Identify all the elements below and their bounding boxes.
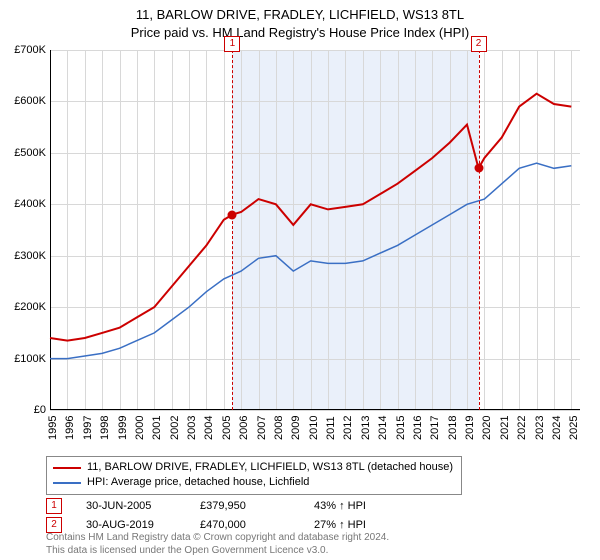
title-line-2: Price paid vs. HM Land Registry's House …	[0, 24, 600, 42]
legend-swatch	[53, 482, 81, 484]
x-tick-label: 2024	[551, 416, 563, 440]
line-chart-svg	[50, 50, 580, 410]
sale-marker-badge: 2	[471, 36, 487, 52]
x-tick-label: 2010	[308, 416, 320, 440]
sale-marker-line	[232, 50, 233, 410]
x-tick-label: 2006	[238, 416, 250, 440]
x-tick-label: 2018	[447, 416, 459, 440]
x-tick-label: 2022	[516, 416, 528, 440]
sale-badge: 2	[46, 517, 62, 533]
x-tick-label: 1996	[64, 416, 76, 440]
x-tick-label: 1995	[47, 416, 59, 440]
chart-plot: 12	[50, 50, 580, 410]
sale-row: 1 30-JUN-2005 £379,950 43% ↑ HPI	[46, 498, 404, 514]
x-tick-label: 2015	[395, 416, 407, 440]
y-tick-label: £500K	[14, 147, 46, 159]
x-tick-label: 2004	[203, 416, 215, 440]
legend-label: 11, BARLOW DRIVE, FRADLEY, LICHFIELD, WS…	[87, 460, 453, 475]
y-tick-label: £600K	[14, 95, 46, 107]
title-line-1: 11, BARLOW DRIVE, FRADLEY, LICHFIELD, WS…	[0, 6, 600, 24]
x-tick-label: 2016	[412, 416, 424, 440]
x-tick-label: 2008	[273, 416, 285, 440]
x-tick-label: 2011	[325, 416, 337, 440]
sale-date: 30-JUN-2005	[86, 500, 176, 512]
x-tick-label: 2020	[481, 416, 493, 440]
x-tick-label: 2017	[429, 416, 441, 440]
footer-attribution: Contains HM Land Registry data © Crown c…	[46, 532, 389, 557]
x-tick-label: 2005	[221, 416, 233, 440]
sale-marker-dot	[228, 210, 237, 219]
sale-price: £379,950	[200, 500, 290, 512]
x-tick-label: 2014	[377, 416, 389, 440]
y-tick-label: £100K	[14, 353, 46, 365]
sale-marker-line	[479, 50, 480, 410]
y-tick-label: £200K	[14, 301, 46, 313]
x-tick-label: 1999	[117, 416, 129, 440]
x-tick-label: 2007	[256, 416, 268, 440]
x-tick-label: 2021	[499, 416, 511, 440]
sale-date: 30-AUG-2019	[86, 519, 176, 531]
sale-price: £470,000	[200, 519, 290, 531]
x-tick-label: 2009	[290, 416, 302, 440]
sale-badge: 1	[46, 498, 62, 514]
legend: 11, BARLOW DRIVE, FRADLEY, LICHFIELD, WS…	[46, 456, 462, 495]
x-tick-label: 1998	[99, 416, 111, 440]
y-tick-label: £300K	[14, 250, 46, 262]
x-tick-label: 1997	[82, 416, 94, 440]
y-tick-label: £0	[34, 404, 46, 416]
x-tick-label: 2013	[360, 416, 372, 440]
chart-title: 11, BARLOW DRIVE, FRADLEY, LICHFIELD, WS…	[0, 0, 600, 41]
y-tick-label: £700K	[14, 44, 46, 56]
legend-item: 11, BARLOW DRIVE, FRADLEY, LICHFIELD, WS…	[53, 460, 453, 475]
sale-marker-badge: 1	[224, 36, 240, 52]
y-axis-labels: £0£100K£200K£300K£400K£500K£600K£700K	[0, 50, 46, 410]
x-tick-label: 2003	[186, 416, 198, 440]
sale-delta: 27% ↑ HPI	[314, 519, 404, 531]
legend-swatch	[53, 467, 81, 469]
footer-line-1: Contains HM Land Registry data © Crown c…	[46, 532, 389, 545]
x-tick-label: 2002	[169, 416, 181, 440]
x-tick-label: 2012	[342, 416, 354, 440]
legend-item: HPI: Average price, detached house, Lich…	[53, 475, 453, 490]
series-property	[50, 94, 571, 341]
series-hpi	[50, 163, 571, 359]
sale-marker-dot	[474, 164, 483, 173]
x-tick-label: 2000	[134, 416, 146, 440]
legend-label: HPI: Average price, detached house, Lich…	[87, 475, 309, 490]
y-tick-label: £400K	[14, 198, 46, 210]
x-tick-label: 2001	[151, 416, 163, 440]
x-axis-labels: 1995 1996 1997 1998 1999 2000 2001 2002 2003 2004…	[50, 412, 580, 452]
sale-row: 2 30-AUG-2019 £470,000 27% ↑ HPI	[46, 517, 404, 533]
sales-table: 1 30-JUN-2005 £379,950 43% ↑ HPI 2 30-AUG-201…	[46, 498, 404, 536]
footer-line-2: This data is licensed under the Open Gov…	[46, 545, 389, 558]
sale-delta: 43% ↑ HPI	[314, 500, 404, 512]
x-tick-label: 2023	[534, 416, 546, 440]
x-tick-label: 2019	[464, 416, 476, 440]
x-tick-label: 2025	[568, 416, 580, 440]
